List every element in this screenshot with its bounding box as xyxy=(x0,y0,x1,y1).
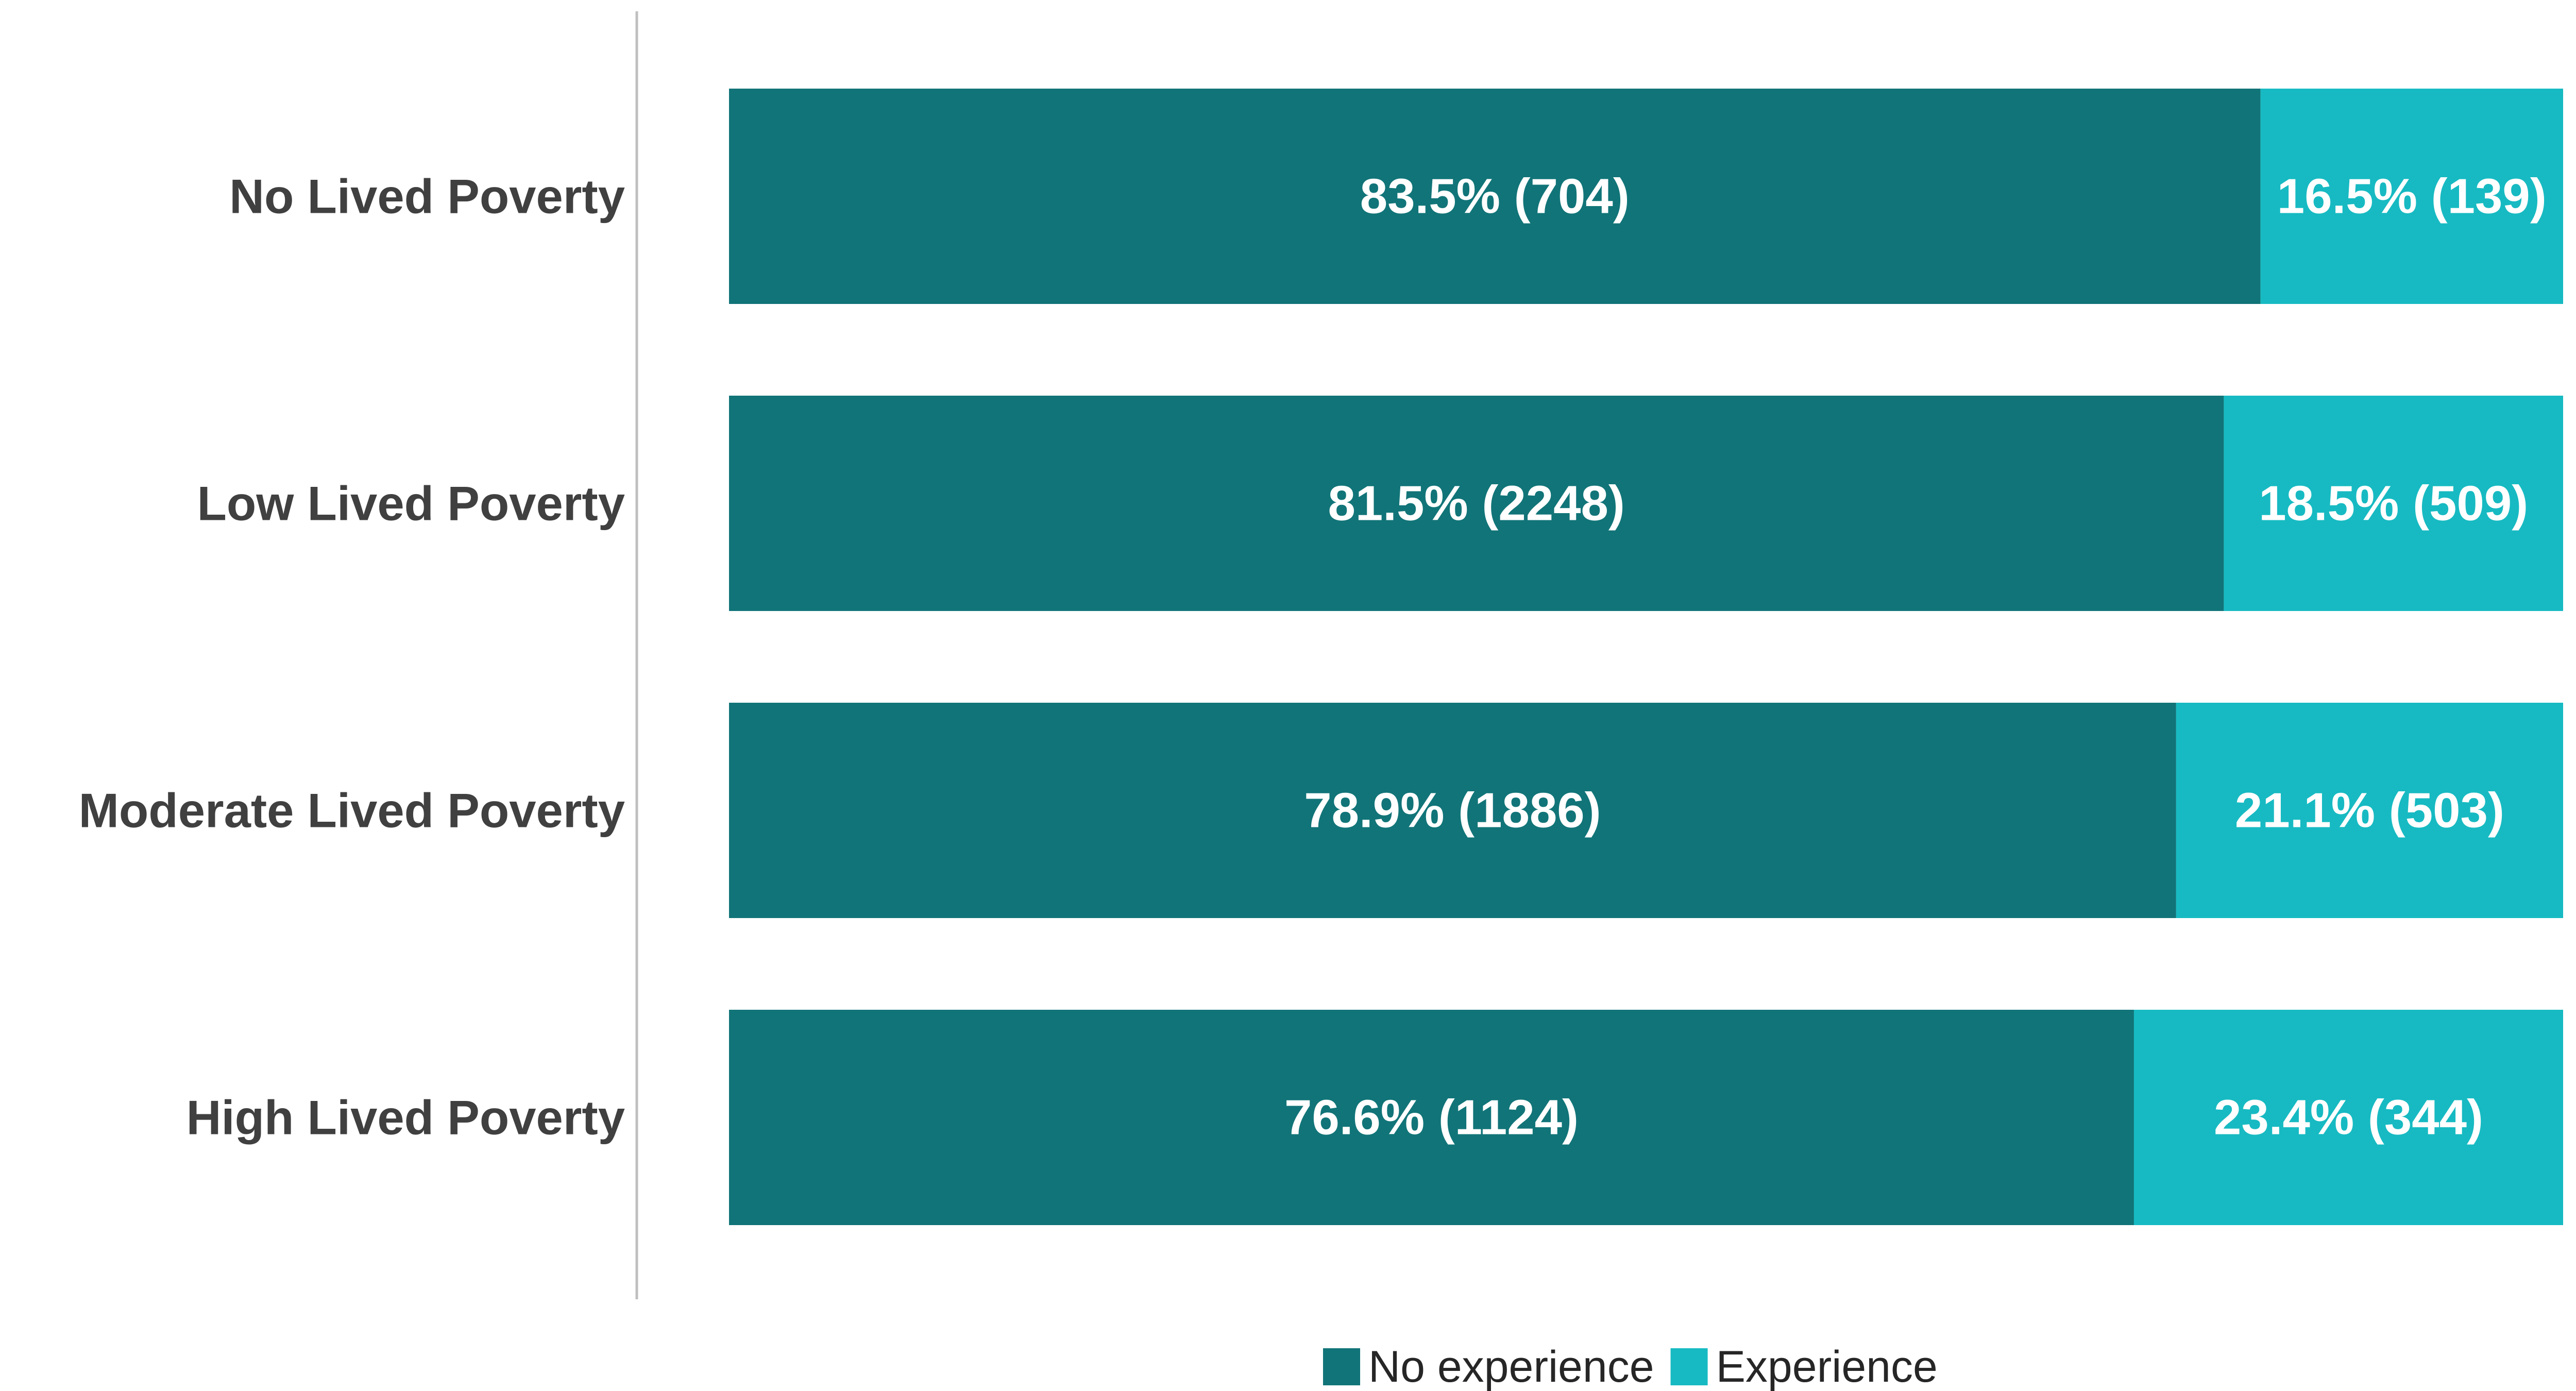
legend-label: Experience xyxy=(1716,1342,1938,1391)
legend-swatch xyxy=(1670,1348,1708,1385)
bar-segment-experience xyxy=(2260,89,2563,304)
bar-segment-no-experience xyxy=(729,1010,2134,1225)
category-label: High Lived Poverty xyxy=(187,1091,625,1145)
legend-label: No experience xyxy=(1368,1342,1654,1391)
category-label: Moderate Lived Poverty xyxy=(79,784,625,838)
bars-layer: 83.5% (704) 16.5% (139) 81.5% (2248) 18.5% … xyxy=(729,89,2563,1225)
data-label: 18.5% (509) xyxy=(2259,476,2528,531)
category-label: No Lived Poverty xyxy=(229,169,625,224)
data-label: 23.4% (344) xyxy=(2214,1090,2483,1145)
data-label: 83.5% (704) xyxy=(1360,169,1630,224)
data-label: 81.5% (2248) xyxy=(1328,476,1625,531)
bar-segment-no-experience xyxy=(729,396,2224,611)
data-label: 16.5% (139) xyxy=(2277,169,2547,224)
legend: No experience Experience xyxy=(1323,1342,1938,1391)
bar-segment-experience xyxy=(2133,1010,2563,1225)
category-label: Low Lived Poverty xyxy=(197,477,625,531)
bar-segment-no-experience xyxy=(729,703,2176,918)
data-label: 76.6% (1124) xyxy=(1284,1090,1579,1145)
data-label: 78.9% (1886) xyxy=(1304,783,1601,838)
bar-segment-no-experience xyxy=(729,89,2261,304)
bar-segment-experience xyxy=(2176,703,2563,918)
bar-segment-experience xyxy=(2224,396,2563,611)
legend-swatch xyxy=(1323,1348,1360,1385)
data-label: 21.1% (503) xyxy=(2235,783,2504,838)
category-labels: No Lived Poverty Low Lived Poverty Moderat… xyxy=(79,169,625,1145)
